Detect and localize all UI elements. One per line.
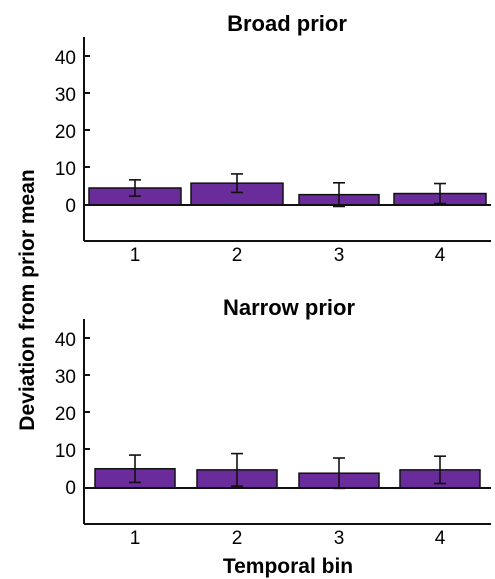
y-tick-label: 40 [55,48,76,69]
y-tick-marks [84,337,90,450]
error-bar [231,173,243,194]
x-tick-label: 4 [435,245,446,266]
chart-title: Narrow prior [223,295,355,320]
axes [83,37,491,242]
error-bar [129,454,141,484]
panel-broad-prior: Broad prior 40 30 20 10 0 1 2 3 4 [55,11,491,266]
x-tick-label: 3 [334,245,345,266]
x-ticks: 1 2 3 4 [130,528,446,549]
y-tick-marks [84,55,90,168]
chart-title: Broad prior [227,11,347,36]
y-ticks: 40 30 20 10 0 [55,330,76,499]
y-tick-label: 0 [65,196,76,217]
y-tick-label: 20 [55,122,76,143]
y-tick-label: 30 [55,367,76,388]
panel-narrow-prior: Narrow prior 40 30 20 10 0 1 2 3 4 [55,295,491,549]
error-bar [231,452,243,487]
error-bar [129,179,141,197]
error-bar [434,455,446,485]
y-tick-label: 10 [55,441,76,462]
y-axis-label: Deviation from prior mean [16,169,39,430]
x-tick-label: 2 [232,528,243,549]
y-tick-label: 10 [55,159,76,180]
y-ticks: 40 30 20 10 0 [55,48,76,217]
x-tick-label: 3 [334,528,345,549]
bar-series [94,452,481,490]
axes [83,319,491,525]
y-tick-label: 40 [55,330,76,351]
x-tick-label: 2 [232,245,243,266]
y-tick-label: 20 [55,404,76,425]
y-tick-label: 0 [65,478,76,499]
error-bar [434,182,446,205]
bar-series [88,173,487,208]
x-tick-label: 1 [130,245,141,266]
x-tick-label: 1 [130,528,141,549]
error-bar [333,182,345,208]
x-axis-label: Temporal bin [223,555,353,578]
x-ticks: 1 2 3 4 [130,245,446,266]
y-tick-label: 30 [55,85,76,106]
x-tick-label: 4 [435,528,446,549]
